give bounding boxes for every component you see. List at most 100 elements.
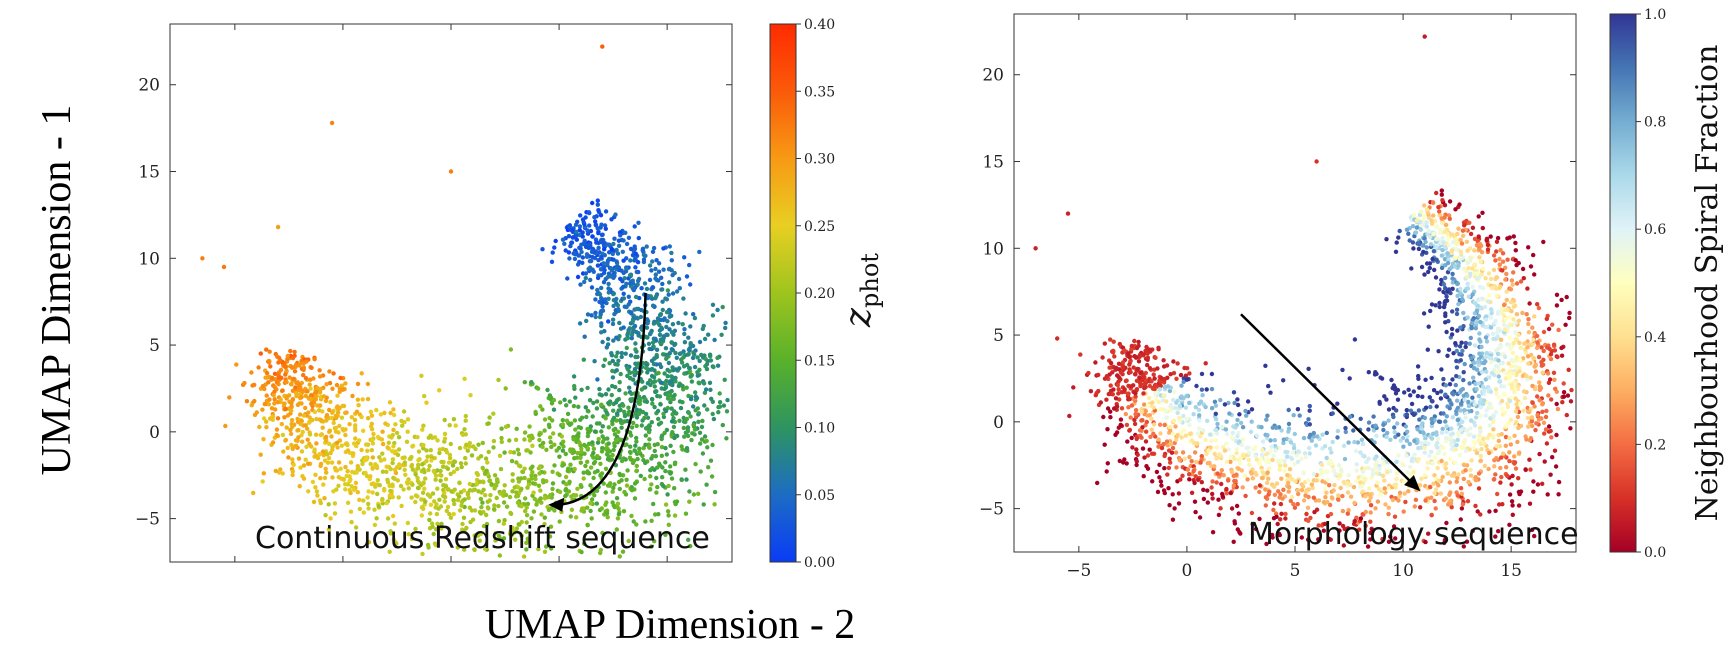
scatter-point xyxy=(1295,449,1301,454)
scatter-point xyxy=(1476,214,1481,219)
scatter-point xyxy=(1506,420,1511,426)
scatter-point xyxy=(652,512,658,517)
scatter-point xyxy=(314,489,320,494)
scatter-point xyxy=(290,388,296,393)
scatter-point xyxy=(1180,473,1185,478)
scatter-point xyxy=(691,492,697,497)
scatter-point xyxy=(1439,277,1444,283)
scatter-point xyxy=(647,423,652,429)
scatter-point xyxy=(687,499,692,504)
scatter-point xyxy=(550,469,555,474)
scatter-point xyxy=(1568,399,1574,404)
scatter-point xyxy=(317,374,323,379)
scatter-point xyxy=(1478,458,1483,464)
scatter-point xyxy=(1249,510,1255,516)
scatter-point xyxy=(1151,405,1156,410)
scatter-point xyxy=(587,242,592,247)
scatter-point xyxy=(294,380,299,386)
scatter-point xyxy=(1126,351,1131,356)
scatter-point xyxy=(685,433,691,439)
scatter-point xyxy=(1487,375,1492,380)
scatter-point xyxy=(570,228,576,233)
scatter-point xyxy=(1422,415,1428,421)
scatter-point xyxy=(524,540,529,546)
scatter-point xyxy=(702,434,708,439)
scatter-point xyxy=(565,468,570,474)
scatter-point xyxy=(670,365,675,370)
scatter-point xyxy=(643,442,648,447)
scatter-point xyxy=(610,489,615,494)
scatter-point xyxy=(1520,373,1526,379)
scatter-point xyxy=(645,370,650,375)
scatter-point xyxy=(1549,435,1554,440)
scatter-point xyxy=(1438,396,1444,401)
scatter-point xyxy=(617,387,622,393)
scatter-point xyxy=(1489,405,1495,410)
scatter-point xyxy=(1556,327,1561,333)
scatter-point xyxy=(663,460,668,465)
scatter-point xyxy=(673,375,678,381)
scatter-point xyxy=(1182,456,1187,461)
scatter-point xyxy=(1088,389,1094,394)
scatter-point xyxy=(283,372,288,377)
scatter-point xyxy=(656,261,662,266)
scatter-point xyxy=(481,487,486,492)
scatter-point xyxy=(1124,422,1130,428)
scatter-point xyxy=(1161,442,1166,447)
scatter-point xyxy=(1227,411,1232,416)
scatter-point xyxy=(1327,446,1333,451)
scatter-point xyxy=(433,542,438,548)
scatter-point xyxy=(1533,369,1539,374)
scatter-point xyxy=(1278,517,1283,522)
scatter-point xyxy=(1460,297,1465,302)
scatter-point xyxy=(676,276,682,282)
scatter-point xyxy=(1346,473,1351,478)
scatter-point xyxy=(1521,356,1526,361)
scatter-point xyxy=(582,279,587,285)
scatter-point xyxy=(712,337,717,343)
scatter-point xyxy=(617,486,622,492)
scatter-point xyxy=(1449,248,1455,253)
scatter-point xyxy=(1112,354,1117,359)
scatter-point xyxy=(1134,378,1140,383)
scatter-point xyxy=(289,365,295,370)
scatter-point xyxy=(393,449,398,454)
scatter-point xyxy=(605,258,611,263)
scatter-point xyxy=(1336,463,1342,468)
scatter-point xyxy=(1477,401,1483,406)
scatter-point xyxy=(244,399,250,404)
scatter-point xyxy=(655,316,661,321)
scatter-point xyxy=(1564,412,1570,418)
scatter-point xyxy=(1503,376,1508,381)
scatter-point xyxy=(697,430,703,435)
scatter-point xyxy=(333,413,339,418)
scatter-point xyxy=(1260,448,1265,453)
scatter-point xyxy=(1532,386,1538,392)
scatter-point xyxy=(1454,373,1459,379)
scatter-point xyxy=(1110,370,1115,375)
scatter-point xyxy=(588,424,593,429)
scatter-point xyxy=(375,478,380,483)
scatter-point xyxy=(1224,441,1229,446)
scatter-point xyxy=(1372,456,1378,461)
scatter-point xyxy=(1324,430,1330,436)
scatter-point xyxy=(1456,301,1461,307)
scatter-point xyxy=(1321,499,1327,505)
scatter-point xyxy=(551,407,557,412)
scatter-point xyxy=(1541,329,1547,335)
scatter-point xyxy=(661,267,666,272)
left-scatter-points xyxy=(200,44,730,559)
scatter-point xyxy=(1340,367,1345,373)
scatter-point xyxy=(664,378,669,384)
scatter-point xyxy=(1508,442,1514,447)
scatter-point xyxy=(683,419,688,425)
scatter-point xyxy=(1307,451,1313,456)
scatter-point xyxy=(1492,477,1497,482)
scatter-point xyxy=(1529,419,1535,424)
scatter-point xyxy=(1116,387,1121,392)
left-colorbar-ticks: 0.000.050.100.150.200.250.300.350.40 xyxy=(796,17,835,571)
scatter-point xyxy=(455,545,460,550)
scatter-point xyxy=(1263,363,1268,368)
scatter-point xyxy=(1493,508,1498,513)
scatter-point xyxy=(1471,445,1477,450)
